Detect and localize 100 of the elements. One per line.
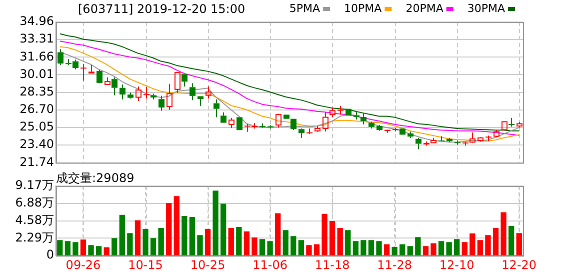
candlestick xyxy=(190,82,196,101)
candlestick xyxy=(376,124,382,130)
candlestick xyxy=(112,76,118,96)
chart-title: [603711] 2019-12-20 15:00 xyxy=(78,2,246,16)
candlestick xyxy=(128,92,134,98)
y-tick-label: 30.01 xyxy=(20,66,54,81)
candlestick xyxy=(416,137,422,150)
bar xyxy=(197,235,203,256)
bar xyxy=(352,241,358,256)
legend-label: 5PMA xyxy=(289,2,321,15)
legend-label: 20PMA xyxy=(406,2,444,15)
bar xyxy=(220,204,226,256)
candlestick xyxy=(220,112,226,123)
bar xyxy=(150,238,156,256)
bar xyxy=(516,233,522,256)
y-tick-label: 25.05 xyxy=(20,120,54,134)
bar xyxy=(345,230,351,256)
bar xyxy=(384,244,390,256)
bar xyxy=(446,242,452,256)
candlestick xyxy=(88,64,94,74)
y-tick-label: 28.35 xyxy=(20,84,54,99)
y-tick-label: 2.29万 xyxy=(15,230,54,244)
y-tick-label: 33.31 xyxy=(20,32,54,46)
bar xyxy=(470,233,476,256)
candlestick xyxy=(438,136,444,142)
bar xyxy=(259,239,266,256)
bar xyxy=(166,203,172,256)
candlestick xyxy=(354,110,360,120)
bar xyxy=(57,240,63,256)
bar xyxy=(80,239,86,256)
bar xyxy=(236,227,242,256)
bar xyxy=(127,233,133,256)
bar xyxy=(360,240,366,256)
bar xyxy=(485,235,491,256)
x-tick-label: 11-28 xyxy=(377,258,412,272)
y-tick-label: 34.96 xyxy=(20,14,54,28)
bar xyxy=(477,240,484,256)
y-tick-label: 0 xyxy=(46,248,54,262)
bar xyxy=(204,229,211,256)
y-tick-label: 4.58万 xyxy=(15,212,54,227)
y-tick-label: 9.17万 xyxy=(15,178,54,192)
legend-label: 10PMA xyxy=(344,2,382,15)
bar xyxy=(508,226,514,256)
bar xyxy=(368,240,374,256)
bar xyxy=(104,247,110,256)
bar xyxy=(134,220,141,256)
bar xyxy=(182,216,188,256)
bar xyxy=(290,236,296,256)
candlestick xyxy=(166,83,172,110)
x-tick-label: 09-26 xyxy=(66,258,101,272)
bar xyxy=(267,241,273,256)
bar xyxy=(376,241,382,256)
candlestick xyxy=(368,121,374,130)
bar xyxy=(88,245,94,256)
bar xyxy=(329,220,336,256)
candlestick xyxy=(290,118,296,131)
candlestick xyxy=(214,98,220,118)
bar xyxy=(72,242,78,256)
candlestick xyxy=(470,132,476,143)
bar xyxy=(430,243,436,256)
bar xyxy=(64,241,71,256)
bar xyxy=(500,212,506,256)
bar xyxy=(492,228,499,256)
candlestick xyxy=(182,74,188,88)
candlestick xyxy=(408,131,414,138)
bar xyxy=(407,246,413,256)
bar xyxy=(438,241,444,256)
candlestick xyxy=(158,95,164,112)
x-tick-label: 12-20 xyxy=(502,258,537,272)
y-tick-label: 21.74 xyxy=(20,154,54,169)
x-tick-label: 10-25 xyxy=(190,258,226,272)
bar xyxy=(454,239,460,256)
x-tick-label: 10-15 xyxy=(128,258,163,272)
bar xyxy=(298,240,304,256)
y-tick-label: 31.66 xyxy=(20,49,54,64)
bar xyxy=(415,237,421,256)
candlestick xyxy=(120,84,126,100)
bar xyxy=(212,190,218,256)
bar xyxy=(282,230,288,256)
bar xyxy=(174,196,180,256)
bar xyxy=(158,228,164,256)
candlestick xyxy=(198,96,204,106)
bar xyxy=(337,228,343,256)
y-tick-label: 6.88万 xyxy=(15,196,54,210)
y-tick-label: 23.40 xyxy=(20,137,54,152)
bar xyxy=(306,245,312,256)
candlestick xyxy=(144,86,150,99)
bar xyxy=(462,242,468,256)
candlestick xyxy=(360,112,366,125)
x-tick-label: 11-06 xyxy=(252,258,288,272)
chart-title: 成交量:29089 xyxy=(56,171,134,186)
bar xyxy=(119,214,125,256)
x-tick-label: 12-10 xyxy=(439,258,474,272)
legend-label: 30PMA xyxy=(467,2,506,15)
bar xyxy=(96,246,102,256)
bar xyxy=(422,246,429,256)
bar xyxy=(392,246,398,256)
bar xyxy=(400,244,406,256)
candlestick xyxy=(298,129,304,138)
bar xyxy=(244,231,250,256)
